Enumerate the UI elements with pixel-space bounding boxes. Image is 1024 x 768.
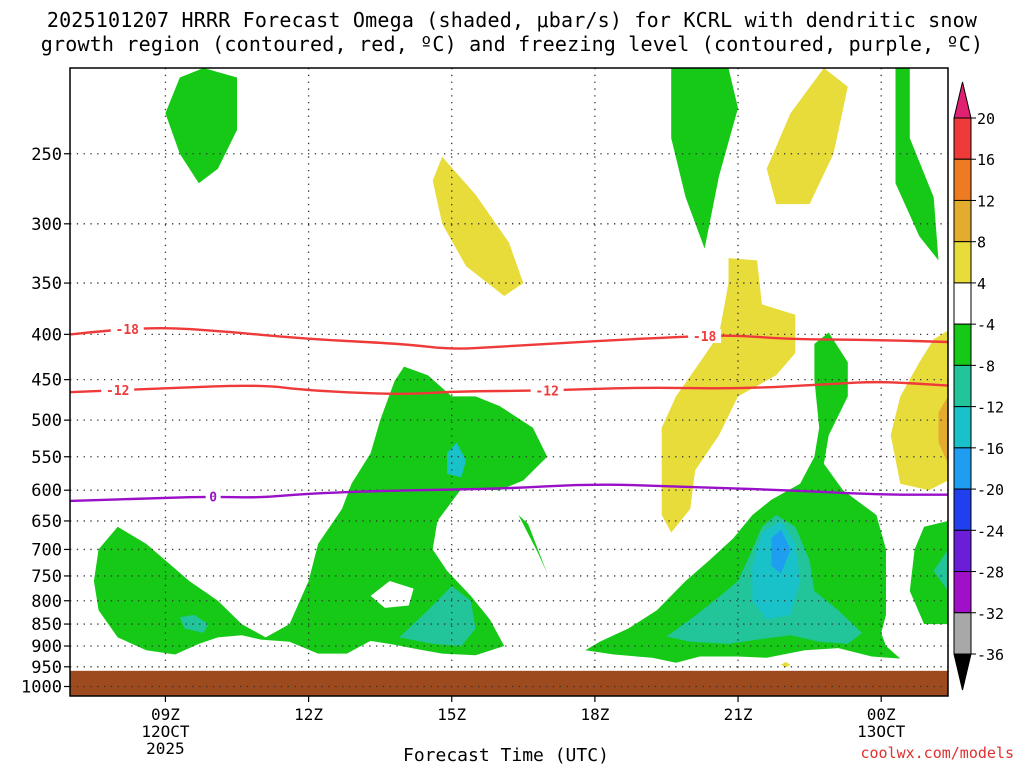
x-tick-label: 09Z: [151, 705, 180, 724]
y-tick-label: 650: [31, 512, 62, 532]
colorbar-label: 12: [977, 192, 995, 210]
chart-title-line-1: 2025101207 HRRR Forecast Omega (shaded, …: [46, 8, 978, 32]
y-tick-label: 350: [31, 274, 62, 294]
contour-line: [70, 380, 948, 396]
x-tick-label: 12Z: [294, 705, 323, 724]
omega-shade-region: [585, 332, 901, 663]
colorbar-box: [953, 364, 972, 408]
omega-shade-region: [370, 581, 414, 608]
colorbar-box: [953, 488, 972, 531]
colorbar-box: [953, 282, 972, 325]
colorbar-label: 20: [977, 110, 995, 128]
colorbar-label: -20: [977, 481, 1004, 499]
colorbar-box: [953, 199, 972, 243]
colorbar-box: [953, 571, 972, 614]
colorbar-box: [953, 529, 972, 573]
x-tick-label: 00Z: [867, 705, 896, 724]
chart-title-line-2: growth region (contoured, red, ºC) and f…: [40, 32, 984, 56]
colorbar-label: 8: [977, 234, 986, 252]
contour-label: -12: [535, 385, 558, 400]
colorbar-label: -24: [977, 522, 1004, 540]
colorbar-bottom-arrow: [953, 653, 972, 691]
omega-shade-region: [399, 586, 476, 646]
omega-shade-region: [93, 366, 548, 656]
omega-shade-region: [447, 442, 467, 478]
colorbar-label: 4: [977, 275, 986, 293]
omega-shade-region: [933, 549, 948, 591]
omega-shade-region: [890, 330, 948, 491]
colorbar-label: -12: [977, 399, 1004, 417]
contour-label-bg: [205, 489, 221, 504]
plot-frame: [69, 67, 949, 697]
x-tick-label: 18Z: [580, 705, 609, 724]
colorbar-label: -16: [977, 440, 1004, 458]
y-tick-label: 300: [31, 215, 62, 235]
ground-layer: [70, 670, 948, 696]
x-tick-label: 21Z: [724, 705, 753, 724]
contour-label: -18: [116, 323, 140, 338]
x-axis-label: Forecast Time (UTC): [403, 745, 609, 766]
y-tick-label: 900: [31, 637, 62, 657]
plot-area: -18 -18 -12 -12 0: [70, 68, 948, 696]
credit-text[interactable]: coolwx.com/models: [860, 744, 1014, 762]
x-tick-label: 15Z: [437, 705, 466, 724]
colorbar-box: [953, 447, 972, 490]
contour-label-bg: [688, 329, 722, 344]
contour-label-bg: [530, 383, 564, 398]
omega-shade-region: [771, 529, 791, 574]
y-tick-label: 550: [31, 448, 62, 468]
omega-shade-region: [671, 68, 738, 249]
y-tick-label: 500: [31, 411, 62, 431]
y-tick-label: 700: [31, 540, 62, 560]
omega-shade-region: [432, 156, 524, 296]
colorbar-box: [953, 117, 972, 160]
omega-shade-region: [895, 68, 939, 261]
contour-label-bg: [101, 383, 135, 398]
colorbar-label: 16: [977, 151, 995, 169]
colorbar-label: -36: [977, 646, 1004, 664]
x-tick-label: 13OCT: [857, 722, 906, 741]
contour-line: [70, 327, 948, 350]
omega-shade-region: [938, 396, 948, 464]
omega-shade-region: [909, 521, 948, 625]
colorbar-box: [953, 612, 972, 655]
omega-shade-region: [766, 68, 848, 205]
y-tick-label: 750: [31, 567, 62, 587]
y-tick-label: 600: [31, 481, 62, 501]
colorbar-label: -28: [977, 564, 1004, 582]
contour-line: [70, 483, 948, 503]
x-tick-label: 2025: [146, 739, 185, 758]
colorbar-box: [953, 323, 972, 366]
colorbar-box: [953, 406, 972, 449]
colorbar-label: -4: [977, 316, 995, 334]
colorbar-label: -8: [977, 357, 995, 375]
colorbar-box: [953, 241, 972, 284]
contour-label: -18: [693, 330, 717, 345]
contour-label: -12: [106, 384, 129, 399]
colorbar-label: -32: [977, 605, 1004, 623]
y-tick-label: 850: [31, 615, 62, 635]
omega-shade-region: [179, 614, 209, 633]
contour-label-bg: [110, 322, 144, 337]
y-tick-label: 400: [31, 325, 62, 345]
omega-shade-region: [781, 661, 791, 668]
omega-shade-region: [661, 258, 796, 533]
y-tick-label: 1000: [21, 678, 62, 698]
colorbar-box: [953, 158, 972, 201]
y-tick-label: 800: [31, 592, 62, 612]
y-tick-label: 950: [31, 658, 62, 678]
omega-shade-region: [165, 68, 237, 184]
colorbar-top-arrow: [953, 81, 972, 119]
y-tick-label: 250: [31, 145, 62, 165]
contour-label: 0: [209, 491, 217, 506]
y-tick-label: 450: [31, 371, 62, 391]
x-tick-label: 12OCT: [141, 722, 190, 741]
